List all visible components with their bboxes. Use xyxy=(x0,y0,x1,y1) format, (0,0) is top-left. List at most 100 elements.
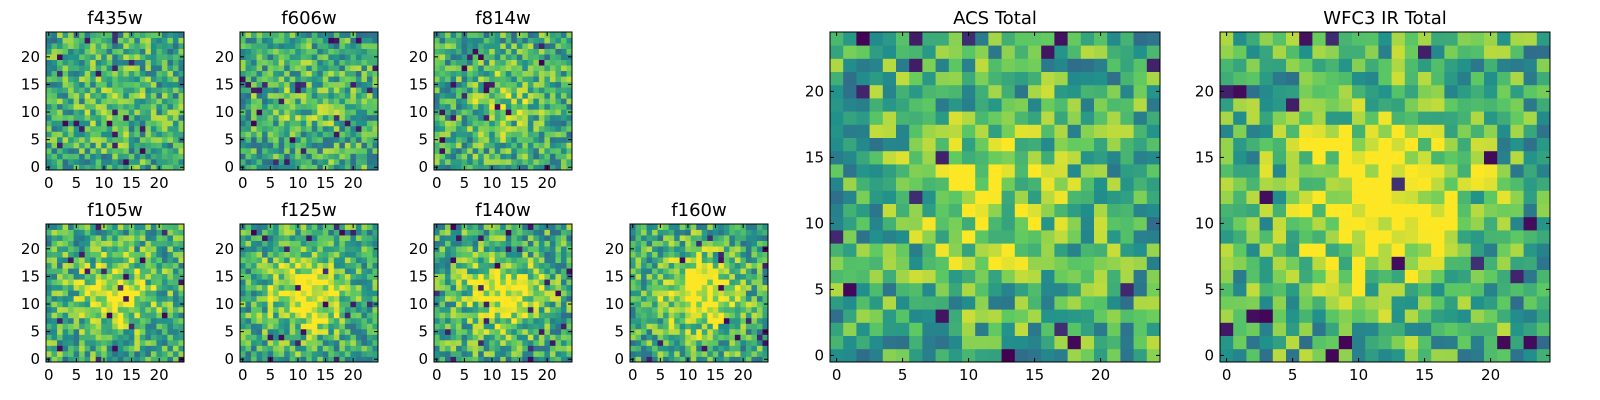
heatmap-cell xyxy=(273,92,280,99)
heatmap-cell xyxy=(262,301,268,308)
heatmap-cell xyxy=(361,240,368,247)
heatmap-cell xyxy=(450,37,457,44)
heatmap-cell xyxy=(549,339,556,346)
heatmap-cell xyxy=(560,81,567,88)
heatmap-cell xyxy=(472,224,479,230)
heatmap-cell xyxy=(284,153,291,160)
heatmap-cell xyxy=(555,98,562,105)
heatmap-cell xyxy=(240,334,246,341)
heatmap-cell xyxy=(73,120,80,127)
heatmap-cell xyxy=(46,43,52,49)
heatmap-cell xyxy=(317,268,324,275)
heatmap-cell xyxy=(494,153,501,160)
heatmap-cell xyxy=(128,328,135,335)
heatmap-cell xyxy=(549,65,556,72)
heatmap-cell xyxy=(696,312,703,319)
heatmap-cell xyxy=(456,301,462,308)
heatmap-cell xyxy=(150,345,157,352)
heatmap-cell xyxy=(145,164,152,171)
heatmap-cell xyxy=(262,98,268,105)
heatmap-cell xyxy=(90,120,97,127)
heatmap-cell xyxy=(57,70,63,77)
heatmap-cell xyxy=(355,273,362,280)
heatmap-cell xyxy=(150,312,157,319)
heatmap-cell xyxy=(372,339,379,346)
heatmap-cell xyxy=(344,345,351,352)
heatmap-cell xyxy=(68,81,74,88)
heatmap-cell xyxy=(167,229,174,236)
heatmap-cell xyxy=(505,328,512,335)
heatmap-cell xyxy=(555,37,562,44)
heatmap-cell xyxy=(718,317,725,324)
heatmap-cell xyxy=(178,70,185,77)
heatmap-cell xyxy=(1094,335,1108,350)
heatmap-cell xyxy=(178,334,185,341)
heatmap-cell xyxy=(657,306,664,313)
heatmap-cell xyxy=(439,70,446,77)
heatmap-cell xyxy=(333,257,340,264)
heatmap-cell xyxy=(161,356,168,363)
heatmap-cell xyxy=(467,235,474,241)
heatmap-cell xyxy=(139,142,146,149)
heatmap-cell xyxy=(95,284,102,291)
heatmap-cell xyxy=(975,177,989,191)
heatmap-cell xyxy=(322,153,329,160)
heatmap-cell xyxy=(112,158,119,165)
heatmap-cell xyxy=(555,92,562,99)
heatmap-cell xyxy=(300,32,307,38)
heatmap-cell xyxy=(560,120,567,127)
heatmap-cell xyxy=(68,246,74,252)
heatmap-cell xyxy=(156,339,163,346)
heatmap-cell xyxy=(51,48,58,55)
heatmap-cell xyxy=(73,81,80,88)
y-tick-label: 15 xyxy=(21,267,40,285)
heatmap-cell xyxy=(328,48,335,55)
heatmap-cell xyxy=(90,312,97,319)
heatmap-cell xyxy=(178,37,185,44)
heatmap-cell xyxy=(1107,243,1121,257)
heatmap-cell xyxy=(117,312,124,319)
heatmap-cell xyxy=(262,136,268,143)
heatmap-cell xyxy=(729,306,736,313)
heatmap-cell xyxy=(73,279,80,286)
heatmap-cell xyxy=(90,59,97,66)
heatmap-cell xyxy=(500,257,507,264)
heatmap-cell xyxy=(167,257,174,264)
heatmap-cell xyxy=(439,76,446,83)
heatmap-cell xyxy=(472,59,479,66)
heatmap-cell xyxy=(134,92,141,99)
heatmap-cell xyxy=(489,240,496,247)
heatmap-cell xyxy=(278,312,285,319)
heatmap-cell xyxy=(73,334,80,341)
heatmap-cell xyxy=(674,328,681,335)
heatmap-cell xyxy=(712,334,719,341)
heatmap-cell xyxy=(522,48,529,55)
heatmap-cell xyxy=(489,147,496,154)
heatmap-cell xyxy=(145,251,152,258)
heatmap-cell xyxy=(251,70,257,77)
heatmap-cell xyxy=(456,48,462,55)
heatmap-cell xyxy=(478,48,485,55)
heatmap-cell xyxy=(478,120,485,127)
heatmap-cell xyxy=(46,295,52,302)
heatmap-cell xyxy=(701,334,708,341)
heatmap-cell xyxy=(178,268,185,275)
heatmap-cell xyxy=(896,335,910,350)
heatmap-cell xyxy=(267,37,274,44)
heatmap-cell xyxy=(46,59,52,66)
heatmap-cell xyxy=(300,109,307,116)
heatmap-cell xyxy=(240,251,246,258)
heatmap-cell xyxy=(62,350,69,357)
heatmap-cell xyxy=(668,229,675,236)
heatmap-cell xyxy=(112,246,119,252)
heatmap-cell xyxy=(756,328,763,335)
heatmap-cell xyxy=(289,339,296,346)
heatmap-cell xyxy=(549,70,556,77)
heatmap-cell xyxy=(494,334,501,341)
heatmap-cell xyxy=(1120,164,1134,178)
heatmap-cell xyxy=(566,251,573,258)
heatmap-cell xyxy=(483,334,490,341)
heatmap-cell xyxy=(101,37,108,44)
heatmap-cell xyxy=(566,153,573,160)
heatmap-cell xyxy=(350,334,357,341)
